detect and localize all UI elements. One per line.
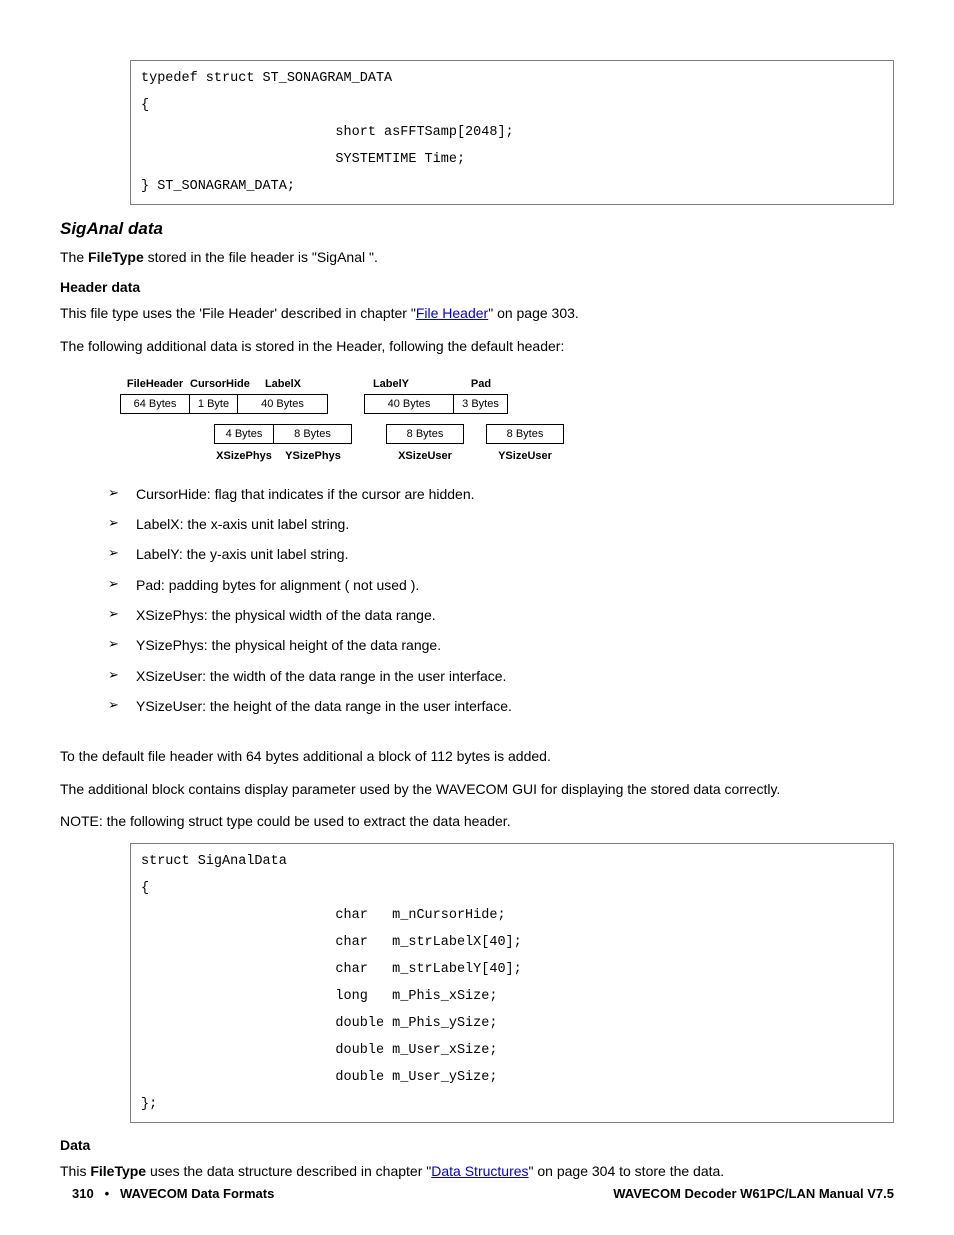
diagram-label: YSizeUser — [486, 450, 564, 462]
list-item: XSizeUser: the width of the data range i… — [108, 666, 894, 686]
list-item: LabelX: the x-axis unit label string. — [108, 514, 894, 534]
page: typedef struct ST_SONAGRAM_DATA { short … — [0, 0, 954, 1235]
section-heading-siganal: SigAnal data — [60, 219, 894, 239]
field-description-list: CursorHide: flag that indicates if the c… — [108, 484, 894, 716]
diagram-cell: 64 Bytes — [120, 394, 190, 414]
list-item: CursorHide: flag that indicates if the c… — [108, 484, 894, 504]
diagram-row-1: 64 Bytes1 Byte40 Bytes40 Bytes3 Bytes — [120, 394, 894, 414]
diagram-label: CursorHide — [190, 378, 238, 390]
header-data-p2: The following additional data is stored … — [60, 336, 894, 356]
diagram-label: YSizePhys — [274, 450, 352, 462]
diagram-label: Pad — [454, 378, 508, 390]
list-item: XSizePhys: the physical width of the dat… — [108, 605, 894, 625]
after-p1: To the default file header with 64 bytes… — [60, 746, 894, 766]
header-data-heading: Header data — [60, 279, 894, 295]
data-p-bold: FileType — [90, 1163, 146, 1179]
data-p-mid: uses the data structure described in cha… — [146, 1163, 431, 1179]
diagram-cell: 1 Byte — [190, 394, 238, 414]
diagram-label: XSizePhys — [214, 450, 274, 462]
after-p3: NOTE: the following struct type could be… — [60, 811, 894, 831]
diagram-row-2: 4 Bytes8 Bytes8 Bytes8 Bytes — [120, 424, 894, 444]
diagram-cell: 4 Bytes — [214, 424, 274, 444]
diagram-cell: 8 Bytes — [274, 424, 352, 444]
header-layout-diagram: FileHeaderCursorHideLabelXLabelYPad 64 By… — [120, 378, 894, 462]
p1-suffix: " on page 303. — [488, 305, 579, 321]
code-block-siganaldata: struct SigAnalData { char m_nCursorHide;… — [130, 843, 894, 1123]
diagram-cell: 8 Bytes — [486, 424, 564, 444]
data-p-suffix: " on page 304 to store the data. — [529, 1163, 725, 1179]
diagram-cell: 3 Bytes — [454, 394, 508, 414]
data-paragraph: This FileType uses the data structure de… — [60, 1161, 894, 1181]
data-structures-link[interactable]: Data Structures — [431, 1163, 528, 1179]
file-header-link[interactable]: File Header — [416, 305, 488, 321]
p1-prefix: This file type uses the 'File Header' de… — [60, 305, 416, 321]
list-item: YSizeUser: the height of the data range … — [108, 696, 894, 716]
after-p2: The additional block contains display pa… — [60, 779, 894, 799]
header-data-p1: This file type uses the 'File Header' de… — [60, 303, 894, 323]
diagram-label: FileHeader — [120, 378, 190, 390]
diagram-label: LabelY — [328, 378, 454, 390]
intro-prefix: The — [60, 249, 88, 265]
diagram-cell: 8 Bytes — [386, 424, 464, 444]
intro-paragraph: The FileType stored in the file header i… — [60, 247, 894, 267]
diagram-label: LabelX — [238, 378, 328, 390]
diagram-bottom-labels: XSizePhysYSizePhys XSizeUser YSizeUser — [120, 450, 894, 462]
list-item: Pad: padding bytes for alignment ( not u… — [108, 575, 894, 595]
list-item: YSizePhys: the physical height of the da… — [108, 635, 894, 655]
data-p-prefix: This — [60, 1163, 90, 1179]
diagram-top-labels: FileHeaderCursorHideLabelXLabelYPad — [120, 378, 894, 390]
footer-left-label: WAVECOM Data Formats — [120, 1186, 274, 1201]
diagram-cell: 40 Bytes — [238, 394, 328, 414]
intro-suffix: stored in the file header is "SigAnal ". — [144, 249, 378, 265]
list-item: LabelY: the y-axis unit label string. — [108, 544, 894, 564]
footer-right: WAVECOM Decoder W61PC/LAN Manual V7.5 — [613, 1186, 894, 1201]
intro-bold: FileType — [88, 249, 144, 265]
footer-page-num: 310 — [72, 1186, 94, 1201]
footer-left: 310 • WAVECOM Data Formats — [72, 1186, 274, 1201]
data-heading: Data — [60, 1137, 894, 1153]
diagram-label: XSizeUser — [386, 450, 464, 462]
code-block-sonagram: typedef struct ST_SONAGRAM_DATA { short … — [130, 60, 894, 205]
diagram-cell: 40 Bytes — [364, 394, 454, 414]
page-footer: 310 • WAVECOM Data Formats WAVECOM Decod… — [72, 1186, 894, 1201]
